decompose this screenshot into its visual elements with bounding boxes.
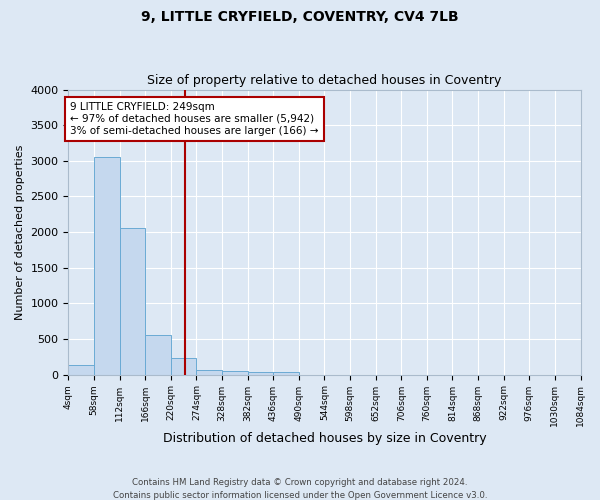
Bar — [196, 370, 222, 374]
Bar — [119, 228, 145, 374]
Bar — [273, 372, 299, 374]
Title: Size of property relative to detached houses in Coventry: Size of property relative to detached ho… — [147, 74, 502, 87]
X-axis label: Distribution of detached houses by size in Coventry: Distribution of detached houses by size … — [163, 432, 486, 445]
Bar — [94, 156, 119, 374]
Text: 9, LITTLE CRYFIELD, COVENTRY, CV4 7LB: 9, LITTLE CRYFIELD, COVENTRY, CV4 7LB — [141, 10, 459, 24]
Bar — [222, 371, 248, 374]
Bar — [248, 372, 273, 374]
Bar — [145, 334, 171, 374]
Bar — [68, 364, 94, 374]
Text: Contains HM Land Registry data © Crown copyright and database right 2024.
Contai: Contains HM Land Registry data © Crown c… — [113, 478, 487, 500]
Y-axis label: Number of detached properties: Number of detached properties — [15, 144, 25, 320]
Bar — [171, 358, 196, 374]
Text: 9 LITTLE CRYFIELD: 249sqm
← 97% of detached houses are smaller (5,942)
3% of sem: 9 LITTLE CRYFIELD: 249sqm ← 97% of detac… — [70, 102, 319, 136]
